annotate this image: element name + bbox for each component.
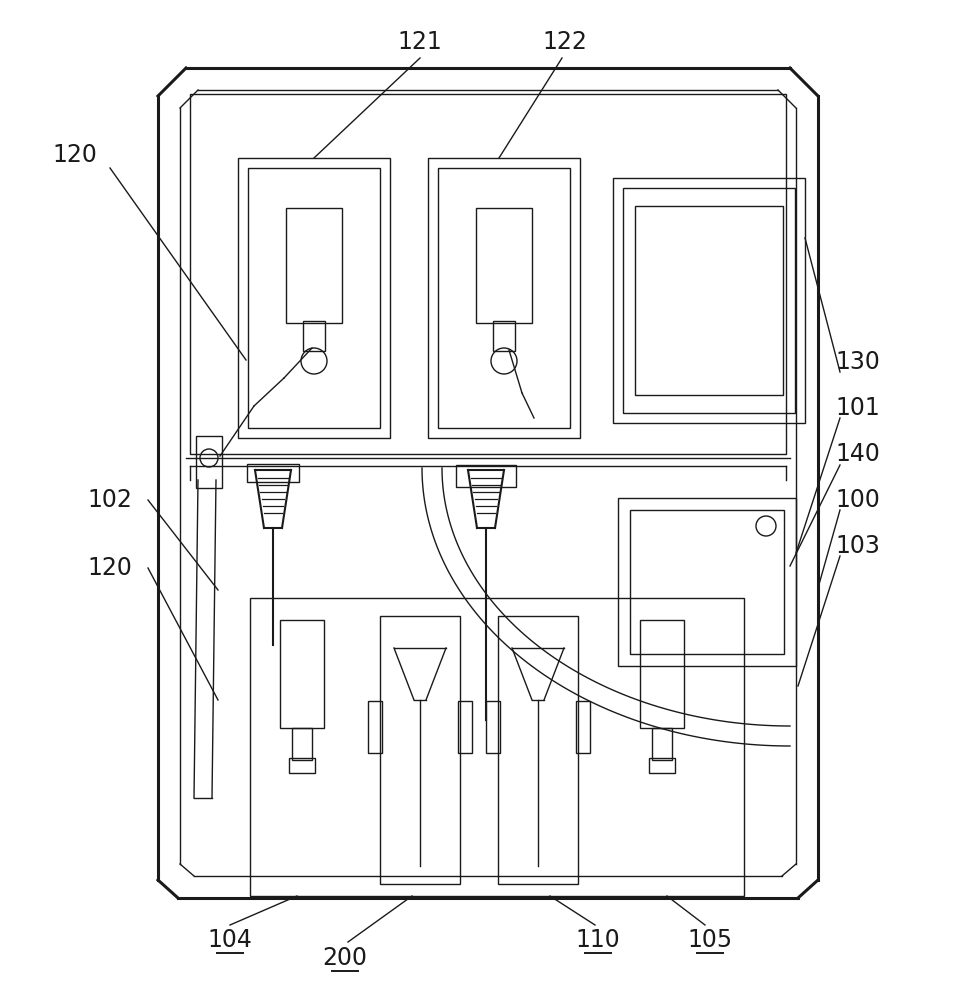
Text: 101: 101 bbox=[835, 396, 880, 420]
Text: 200: 200 bbox=[322, 946, 368, 970]
Bar bbox=[289, 758, 315, 773]
Bar bbox=[618, 498, 796, 666]
Text: 120: 120 bbox=[88, 556, 133, 580]
Bar bbox=[247, 464, 299, 482]
Bar bbox=[428, 158, 580, 438]
Bar bbox=[649, 758, 675, 773]
Bar bbox=[368, 701, 382, 753]
Bar bbox=[286, 208, 342, 323]
Text: 110: 110 bbox=[576, 928, 621, 952]
Bar bbox=[613, 178, 805, 423]
Bar bbox=[303, 321, 325, 351]
Bar bbox=[248, 168, 380, 428]
Text: 121: 121 bbox=[397, 30, 442, 54]
Text: 100: 100 bbox=[835, 488, 880, 512]
Text: 103: 103 bbox=[835, 534, 880, 558]
Text: 104: 104 bbox=[208, 928, 253, 952]
Bar bbox=[498, 616, 578, 884]
Bar bbox=[486, 701, 500, 753]
Bar bbox=[196, 436, 222, 488]
Text: 102: 102 bbox=[88, 488, 133, 512]
Text: 105: 105 bbox=[687, 928, 733, 952]
Bar bbox=[493, 321, 515, 351]
Bar bbox=[456, 465, 516, 487]
Bar bbox=[190, 94, 786, 454]
Bar bbox=[635, 206, 783, 395]
Bar bbox=[280, 620, 324, 728]
Bar bbox=[458, 701, 472, 753]
Bar bbox=[476, 208, 532, 323]
Bar bbox=[238, 158, 390, 438]
Text: 130: 130 bbox=[835, 350, 880, 374]
Bar bbox=[623, 188, 795, 413]
Text: 120: 120 bbox=[53, 143, 98, 167]
Text: 140: 140 bbox=[835, 442, 880, 466]
Bar bbox=[576, 701, 590, 753]
Bar bbox=[438, 168, 570, 428]
Bar bbox=[380, 616, 460, 884]
Bar bbox=[250, 598, 744, 896]
Bar bbox=[652, 728, 672, 760]
Bar bbox=[630, 510, 784, 654]
Bar bbox=[640, 620, 684, 728]
Bar bbox=[292, 728, 312, 760]
Text: 122: 122 bbox=[543, 30, 588, 54]
